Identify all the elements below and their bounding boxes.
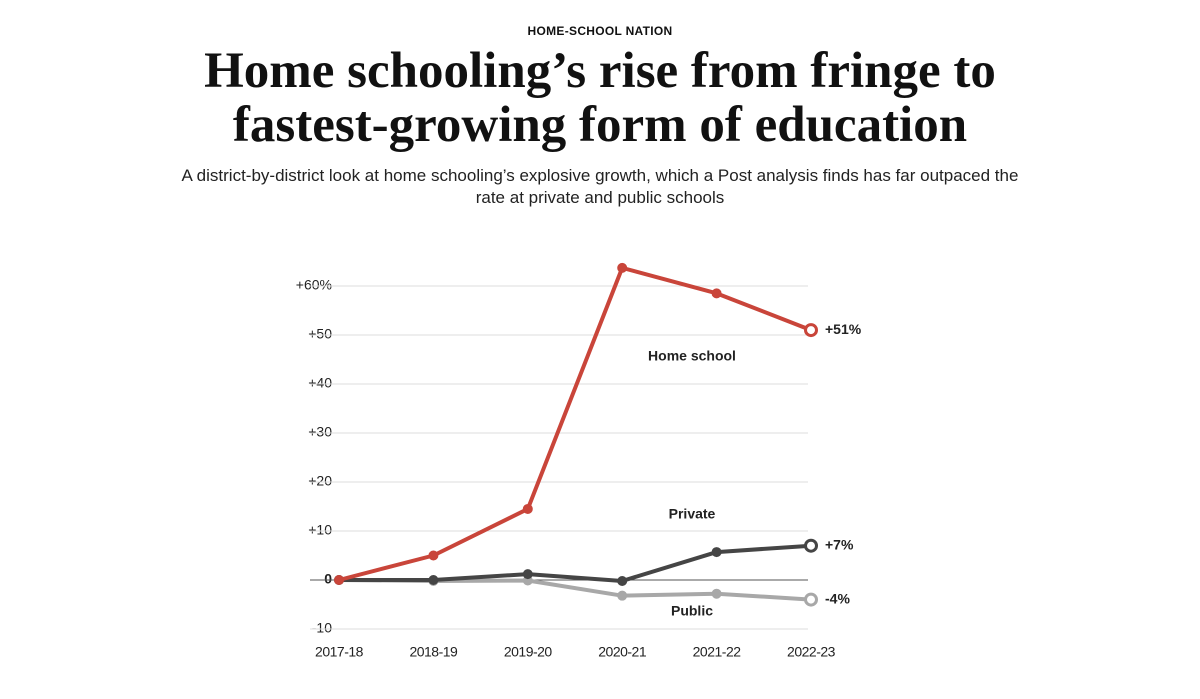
x-tick-label: 2020-21	[598, 644, 647, 660]
y-tick-label: -10	[312, 620, 332, 636]
data-point	[804, 538, 818, 553]
y-tick-label: +50	[308, 326, 332, 342]
data-point	[711, 547, 722, 558]
x-tick-label: 2017-18	[315, 644, 364, 660]
series-label: Public	[671, 603, 713, 619]
value-label: +7%	[825, 536, 854, 552]
data-point	[522, 503, 533, 514]
value-label: +51%	[825, 321, 862, 337]
series-label: Private	[669, 506, 716, 522]
y-tick-label: 0	[324, 571, 332, 587]
value-label: -4%	[825, 590, 850, 606]
y-tick-label: +60%	[296, 277, 332, 293]
x-tick-label: 2019-20	[504, 644, 553, 660]
data-point	[428, 575, 439, 585]
x-tick-label: 2018-19	[409, 644, 458, 660]
series-line	[338, 578, 812, 602]
x-tick-label: 2021-22	[693, 644, 742, 660]
series-label: Home school	[648, 348, 736, 364]
y-tick-label: +30	[308, 424, 332, 440]
data-point	[522, 569, 533, 580]
headline: Home schooling’s rise from fringe to fas…	[204, 43, 996, 153]
kicker: HOME-SCHOOL NATION	[527, 24, 673, 38]
data-point	[617, 575, 628, 586]
data-point	[334, 575, 344, 585]
series-line	[339, 543, 812, 583]
data-point	[711, 288, 722, 299]
subtitle: A district-by-district look at home scho…	[181, 166, 1019, 207]
data-point	[428, 550, 439, 561]
series-line	[338, 265, 812, 582]
data-point	[804, 592, 818, 607]
data-point	[617, 590, 628, 601]
y-tick-label: +40	[308, 375, 332, 391]
data-point	[804, 323, 818, 338]
y-tick-label: +10	[308, 522, 332, 538]
x-tick-label: 2022-23	[787, 644, 836, 660]
y-tick-label: +20	[308, 473, 332, 489]
data-point	[711, 588, 722, 599]
data-point	[617, 262, 628, 273]
